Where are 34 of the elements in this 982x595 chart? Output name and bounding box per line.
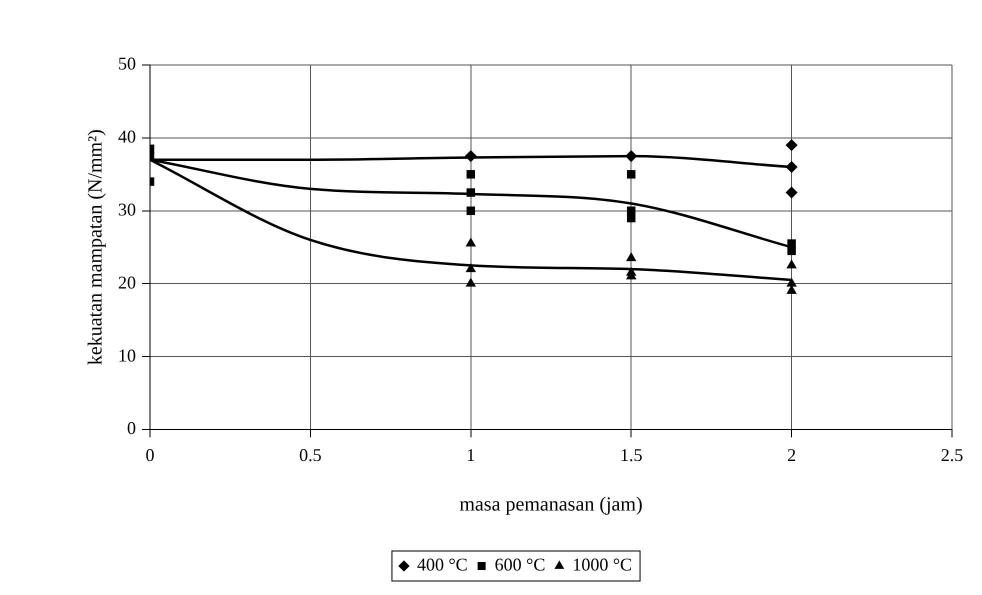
point [466, 188, 476, 197]
x-tick-label: 0.5 [299, 444, 322, 465]
point [786, 259, 797, 268]
point [787, 246, 796, 256]
y-tick-label: 40 [118, 126, 136, 147]
point [625, 150, 638, 162]
point [626, 214, 636, 222]
point [626, 252, 636, 262]
legend-label: 600 °C [494, 554, 546, 575]
point [786, 161, 798, 174]
y-tick-label: 30 [118, 199, 136, 220]
legend-label: 1000 °C [572, 554, 632, 575]
y-axis-title: kekuatan mampatan (N/mm²) [84, 129, 106, 366]
point [626, 170, 636, 179]
point [466, 206, 476, 216]
y-tick-label: 50 [118, 54, 136, 74]
x-tick-label: 1 [466, 444, 476, 465]
point [786, 278, 797, 287]
y-tick-label: 20 [118, 272, 136, 292]
y-tick-label: 0 [127, 418, 136, 438]
point [466, 263, 476, 272]
x-tick-label: 0 [146, 444, 154, 465]
x-axis-title: masa pemanasan (jam) [459, 493, 643, 516]
point [466, 238, 476, 247]
point [466, 278, 476, 287]
point [464, 150, 477, 162]
y-tick-label: 10 [118, 345, 136, 366]
x-tick-label: 1.5 [620, 444, 642, 465]
legend-label: 400 °C [416, 554, 468, 575]
x-tick-label: 2.5 [940, 444, 964, 465]
point [466, 170, 476, 179]
x-tick-label: 2 [787, 444, 796, 465]
point [786, 186, 798, 199]
point [786, 139, 798, 152]
